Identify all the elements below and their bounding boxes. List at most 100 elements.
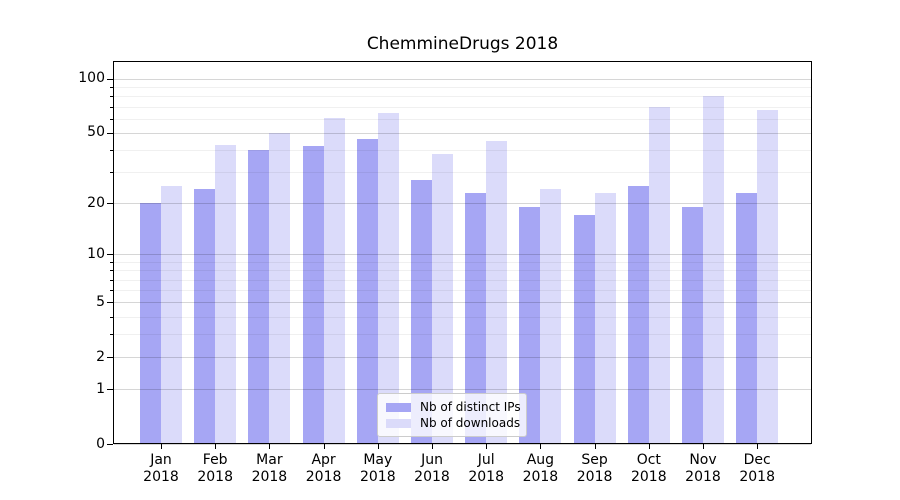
y-minor-tick-9 [110, 261, 113, 263]
legend-label-downloads: Nb of downloads [420, 416, 521, 430]
major-gridline-50 [114, 132, 811, 134]
x-tick-label-may: May 2018 [359, 452, 396, 485]
y-tick-label-50: 50 [87, 124, 105, 141]
y-minor-tick-3 [110, 334, 113, 336]
x-tick-label-aug: Aug 2018 [522, 452, 559, 485]
bar-downloads-mar [269, 132, 291, 444]
x-tick-aug [540, 444, 542, 449]
bar-ips-jul [465, 192, 487, 444]
x-tick-label-mar: Mar 2018 [251, 452, 288, 485]
minor-gridline-7 [114, 279, 811, 281]
major-gridline-1 [114, 389, 811, 391]
bar-ips-aug [519, 207, 541, 444]
minor-gridline-6 [114, 290, 811, 292]
legend-swatch-distinct-ips [386, 402, 411, 412]
y-tick-1 [107, 389, 113, 391]
y-tick-label-20: 20 [87, 194, 105, 211]
x-tick-nov [703, 444, 704, 449]
minor-gridline-40 [114, 150, 811, 152]
x-tick-jun [432, 444, 433, 449]
y-tick-10 [107, 254, 113, 256]
y-minor-tick-6 [110, 290, 113, 292]
major-gridline-20 [114, 203, 811, 205]
x-tick-may [377, 444, 379, 449]
y-minor-tick-70 [110, 106, 113, 108]
legend: Nb of distinct IPs Nb of downloads [377, 393, 527, 437]
chart-title: ChemmineDrugs 2018 [366, 34, 559, 54]
legend-label-distinct-ips: Nb of distinct IPs [420, 400, 521, 414]
bar-downloads-may [377, 112, 399, 444]
x-tick-label-sep: Sep 2018 [576, 452, 613, 485]
bar-ips-sep [573, 215, 595, 444]
minor-gridline-8 [114, 270, 811, 272]
x-tick-label-jan: Jan 2018 [143, 452, 179, 485]
bar-ips-may [356, 139, 378, 444]
y-minor-tick-4 [110, 316, 113, 318]
x-tick-label-dec: Dec 2018 [739, 452, 775, 485]
y-tick-100 [107, 78, 113, 80]
bar-ips-jan [140, 203, 161, 444]
bar-downloads-nov [703, 96, 724, 444]
bar-downloads-feb [215, 144, 237, 444]
major-gridline-100 [114, 78, 811, 80]
bar-ips-feb [194, 189, 216, 444]
bar-downloads-jul [486, 141, 508, 444]
minor-gridline-90 [114, 87, 811, 89]
x-tick-sep [594, 444, 596, 449]
minor-gridline-9 [114, 261, 811, 263]
minor-gridline-30 [114, 172, 811, 174]
major-gridline-2 [114, 357, 811, 359]
bar-ips-mar [248, 150, 270, 444]
y-tick-5 [107, 302, 113, 304]
x-tick-label-apr: Apr 2018 [305, 452, 342, 485]
bar-downloads-apr [323, 117, 345, 444]
y-tick-label-10: 10 [87, 245, 105, 262]
major-gridline-5 [114, 302, 811, 304]
x-tick-label-jul: Jul 2018 [468, 452, 504, 485]
y-minor-tick-60 [110, 118, 113, 120]
y-tick-label-2: 2 [96, 348, 105, 365]
y-tick-20 [107, 203, 113, 205]
plot-border [113, 61, 812, 444]
major-gridline-0 [114, 444, 811, 445]
y-tick-label-5: 5 [96, 293, 105, 310]
x-tick-label-nov: Nov 2018 [685, 452, 721, 485]
y-minor-tick-8 [110, 270, 113, 272]
y-minor-tick-90 [110, 87, 113, 89]
x-tick-label-feb: Feb 2018 [197, 452, 233, 485]
y-minor-tick-40 [110, 150, 113, 152]
bar-downloads-sep [594, 192, 616, 444]
minor-gridline-4 [114, 316, 811, 318]
y-tick-label-1: 1 [96, 380, 105, 397]
x-tick-feb [215, 444, 217, 449]
bar-downloads-aug [540, 189, 562, 444]
legend-swatch-downloads [386, 418, 411, 428]
legend-item-downloads: Nb of downloads [386, 416, 521, 430]
bar-ips-nov [682, 207, 703, 444]
y-tick-label-100: 100 [78, 70, 105, 87]
bar-ips-jun [411, 180, 432, 444]
bar-ips-dec [736, 192, 758, 444]
bar-ips-apr [302, 146, 324, 444]
bar-downloads-oct [648, 106, 670, 444]
x-tick-jan [161, 444, 162, 449]
x-tick-mar [269, 444, 271, 449]
bar-downloads-jun [432, 154, 453, 444]
x-tick-label-oct: Oct 2018 [630, 452, 667, 485]
y-tick-0 [107, 444, 113, 445]
bar-downloads-dec [757, 110, 779, 444]
y-minor-tick-80 [110, 96, 113, 98]
bar-downloads-jan [161, 186, 182, 444]
major-gridline-10 [114, 254, 811, 256]
minor-gridline-3 [114, 334, 811, 336]
y-minor-tick-30 [110, 172, 113, 174]
bar-ips-oct [627, 186, 649, 444]
y-tick-2 [107, 357, 113, 359]
x-tick-jul [486, 444, 488, 449]
minor-gridline-80 [114, 96, 811, 98]
x-tick-apr [323, 444, 325, 449]
y-minor-tick-7 [110, 279, 113, 281]
minor-gridline-60 [114, 118, 811, 120]
